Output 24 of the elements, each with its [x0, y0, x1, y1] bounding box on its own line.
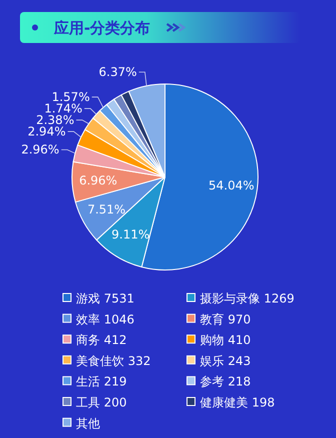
legend-label: 摄影与录像 1269 — [200, 292, 294, 306]
legend-label: 健康健美 198 — [200, 396, 275, 410]
chart-title: 应用-分类分布 — [53, 19, 150, 37]
legend-label: 游戏 7531 — [76, 292, 134, 306]
legend-label: 其他 — [76, 416, 100, 430]
legend-label: 购物 410 — [200, 333, 251, 348]
data-label: 54.04% — [208, 178, 254, 192]
legend-label: 参考 218 — [200, 374, 251, 389]
data-label: 2.96% — [21, 142, 60, 157]
data-label: 6.37% — [98, 65, 137, 80]
legend-label: 效率 1046 — [76, 312, 134, 326]
data-label: 1.57% — [52, 90, 90, 104]
legend-label: 美食佳饮 332 — [76, 354, 151, 368]
data-label: 2.38% — [36, 113, 74, 128]
legend-label: 娱乐 243 — [200, 354, 251, 368]
data-label: 1.74% — [44, 102, 82, 116]
data-label: 2.94% — [28, 124, 66, 139]
data-label: 6.96% — [79, 174, 118, 188]
legend-label: 商务 412 — [76, 333, 127, 348]
legend-label: 工具 200 — [76, 396, 127, 410]
data-label: 9.11% — [112, 227, 150, 242]
data-label: 7.51% — [87, 202, 126, 217]
legend-label: 教育 970 — [200, 312, 251, 326]
legend-label: 生活 219 — [76, 374, 127, 389]
